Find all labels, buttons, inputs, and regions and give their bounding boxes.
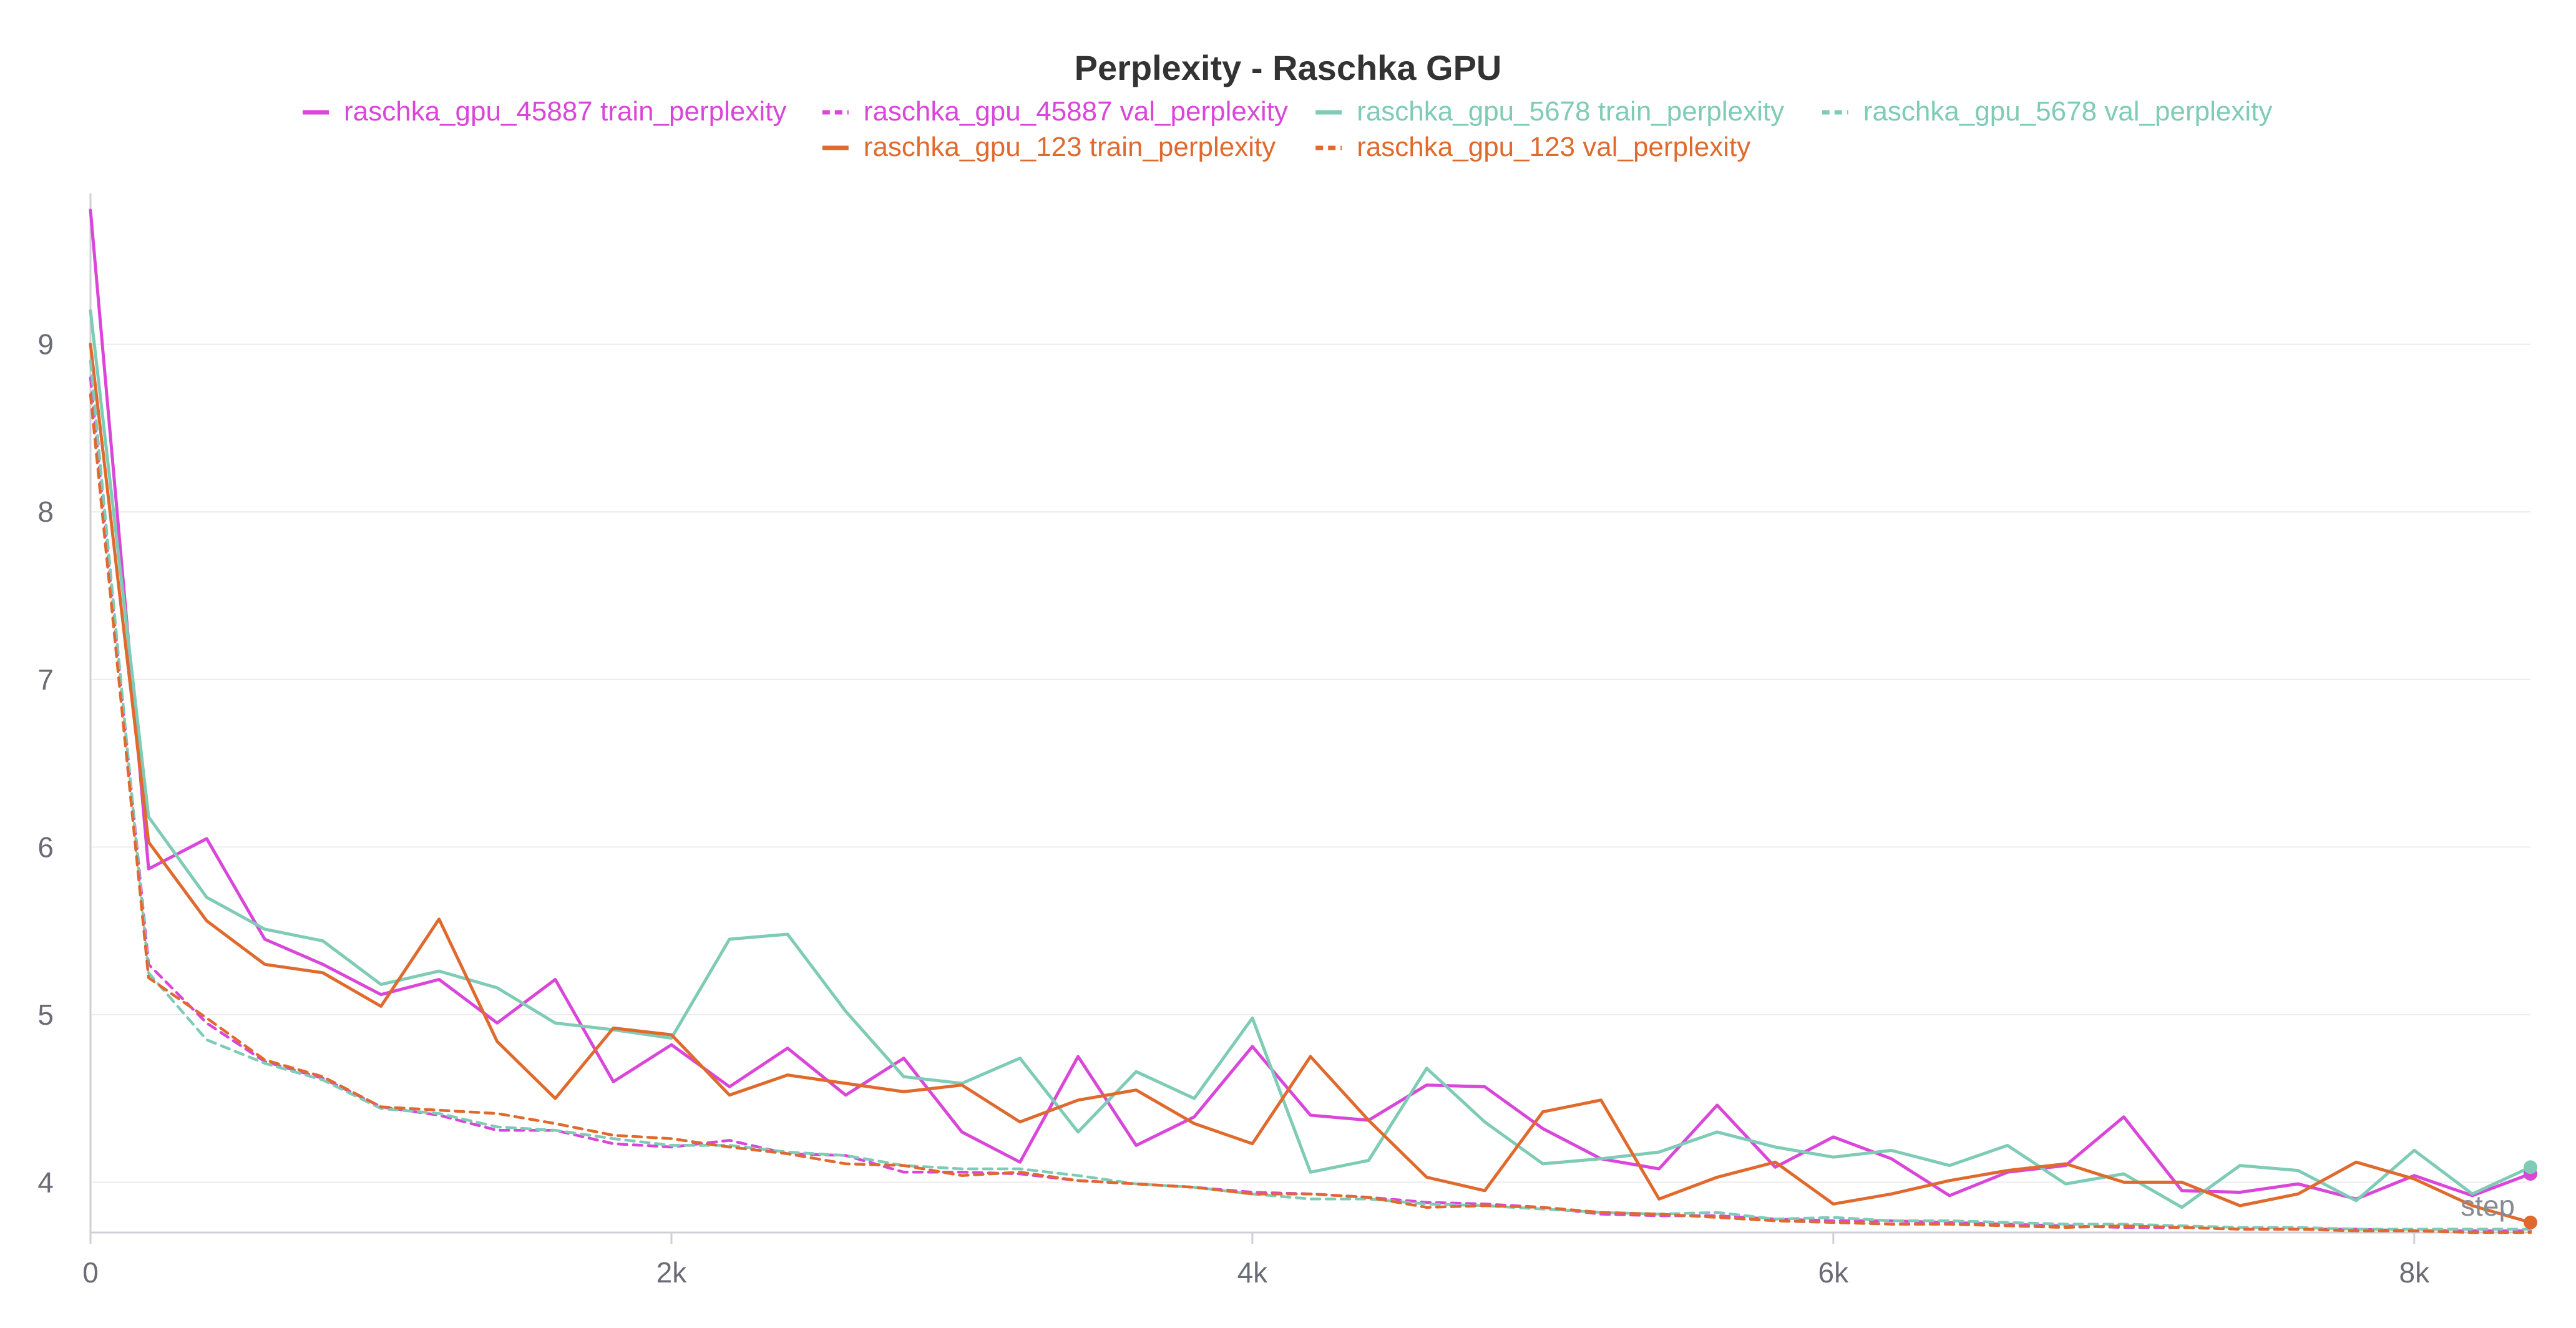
x-tick-label: 6k (1818, 1256, 1850, 1289)
legend-label: raschka_gpu_123 train_perplexity (864, 132, 1276, 162)
legend-label: raschka_gpu_45887 val_perplexity (864, 96, 1288, 127)
series-endpoint-dot (2524, 1215, 2537, 1229)
series-line-raschka-gpu-123-val-perplexity (89, 393, 2532, 1234)
series-line-raschka-gpu-5678-train-perplexity (89, 309, 2532, 1209)
legend-item[interactable]: raschka_gpu_45887 val_perplexity (822, 96, 1288, 127)
y-tick-label: 7 (37, 663, 54, 696)
legend-label: raschka_gpu_123 val_perplexity (1357, 132, 1750, 162)
y-tick-label: 6 (37, 831, 54, 863)
x-tick-label: 4k (1237, 1256, 1269, 1289)
y-tick-label: 9 (37, 328, 54, 361)
series-line-raschka-gpu-123-train-perplexity (89, 343, 2532, 1224)
chart-title: Perplexity - Raschka GPU (1075, 48, 1502, 87)
series-line-raschka-gpu-45887-train-perplexity (89, 208, 2532, 1201)
legend-item[interactable]: raschka_gpu_5678 train_perplexity (1315, 96, 1784, 127)
series-line-raschka-gpu-45887-val-perplexity (89, 376, 2532, 1233)
legend-item[interactable]: raschka_gpu_5678 val_perplexity (1822, 96, 2273, 127)
legend-label: raschka_gpu_45887 train_perplexity (344, 96, 786, 127)
y-tick-label: 8 (37, 496, 54, 528)
legend-item[interactable]: raschka_gpu_123 val_perplexity (1315, 132, 1750, 162)
y-tick-label: 4 (37, 1166, 54, 1198)
series-endpoint-dot (2524, 1160, 2537, 1174)
x-tick-label: 8k (2399, 1256, 2431, 1289)
x-tick-label: 0 (82, 1256, 99, 1289)
legend-item[interactable]: raschka_gpu_123 train_perplexity (822, 132, 1276, 162)
x-tick-label: 2k (656, 1256, 688, 1289)
x-axis-label: step (2461, 1189, 2515, 1222)
series-layer (89, 208, 2532, 1234)
gridlines (90, 343, 2530, 1183)
series-line-raschka-gpu-5678-val-perplexity (89, 359, 2532, 1231)
axes: 4 5 6 7 8 9 0 2k 4k 6k 8k (37, 193, 2530, 1289)
y-tick-label: 5 (37, 998, 54, 1031)
legend-label: raschka_gpu_5678 train_perplexity (1357, 96, 1784, 127)
series-endpoints (2524, 1160, 2537, 1229)
legend-item[interactable]: raschka_gpu_45887 train_perplexity (303, 96, 786, 127)
legend-label: raschka_gpu_5678 val_perplexity (1863, 96, 2273, 127)
